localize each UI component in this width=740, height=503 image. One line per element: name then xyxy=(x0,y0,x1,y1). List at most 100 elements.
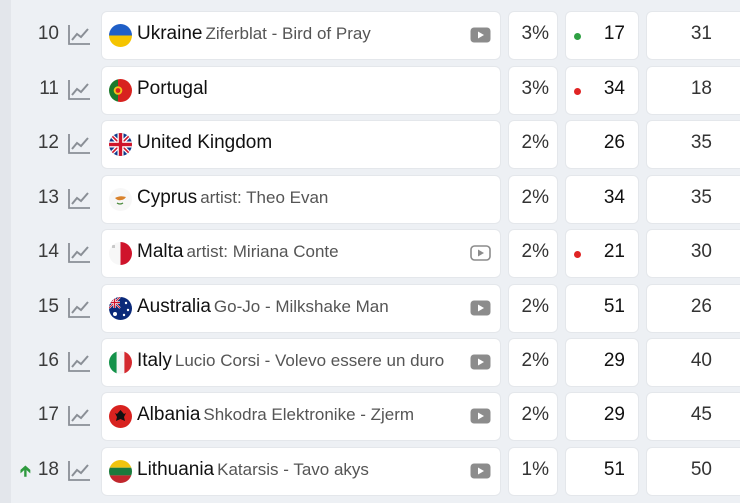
left-sidebar-edge xyxy=(0,0,11,503)
country-cell[interactable]: Australia Go-Jo - Milkshake Man xyxy=(102,285,500,332)
trend-line-icon[interactable] xyxy=(67,79,91,101)
flag-icon xyxy=(109,133,132,156)
rank-number: 13 xyxy=(37,187,59,208)
video-play-icon[interactable] xyxy=(470,300,491,316)
country-name: Australia xyxy=(137,296,211,317)
trend-line-icon[interactable] xyxy=(67,242,91,264)
country-name: Portugal xyxy=(137,78,208,99)
odds-value: 30 xyxy=(690,241,712,262)
country-cell[interactable]: Italy Lucio Corsi - Volevo essere un duro xyxy=(102,339,500,386)
odds-value: 40 xyxy=(690,350,712,371)
trend-line-icon[interactable] xyxy=(67,460,91,482)
flag-icon xyxy=(109,24,132,47)
trend-line-icon[interactable] xyxy=(67,133,91,155)
trend-line-icon[interactable] xyxy=(67,351,91,373)
percentage-value: 2% xyxy=(521,187,549,208)
points-cell: 34 xyxy=(566,176,638,223)
odds-cell: 45 xyxy=(647,393,740,440)
percentage-cell: 2% xyxy=(509,285,557,332)
flag-icon xyxy=(109,405,132,428)
country-name: Albania xyxy=(137,404,201,425)
ranking-row[interactable]: 12 United Kingdom 2% 26 35 xyxy=(0,121,740,168)
country-name: Malta xyxy=(137,241,184,262)
ranking-row[interactable]: 11 Portugal 3% 34 18 xyxy=(0,67,740,114)
points-cell: 17 xyxy=(566,12,638,59)
ranking-row[interactable]: 16 Italy Lucio Corsi - Volevo essere un du… xyxy=(0,339,740,386)
odds-value: 18 xyxy=(690,78,712,99)
odds-cell: 30 xyxy=(647,230,740,277)
percentage-value: 1% xyxy=(521,459,549,480)
video-play-icon[interactable] xyxy=(470,408,491,424)
points-value: 34 xyxy=(603,78,625,99)
ranking-row[interactable]: 13 Cyprus artist: Theo Evan 2% 34 35 xyxy=(0,176,740,223)
odds-value: 35 xyxy=(690,132,712,153)
flag-icon xyxy=(109,297,132,320)
artist-text: Katarsis - Tavo akys xyxy=(217,460,369,479)
odds-value: 35 xyxy=(690,187,712,208)
country-cell[interactable]: United Kingdom xyxy=(102,121,500,168)
ranking-row[interactable]: 10 Ukraine Ziferblat - Bird of Pray 3% 17 31 xyxy=(0,12,740,59)
country-cell[interactable]: Albania Shkodra Elektronike - Zjerm xyxy=(102,393,500,440)
points-cell: 26 xyxy=(566,121,638,168)
rank-number: 14 xyxy=(37,241,59,262)
percentage-cell: 3% xyxy=(509,67,557,114)
percentage-cell: 3% xyxy=(509,12,557,59)
flag-icon xyxy=(109,242,132,265)
video-play-icon[interactable] xyxy=(470,463,491,479)
video-play-icon[interactable] xyxy=(470,245,491,261)
percentage-cell: 2% xyxy=(509,393,557,440)
country-name: Italy xyxy=(137,350,172,371)
artist-text: artist: Miriana Conte xyxy=(186,242,339,261)
percentage-value: 2% xyxy=(521,296,549,317)
trend-line-icon[interactable] xyxy=(67,188,91,210)
percentage-value: 3% xyxy=(521,23,549,44)
percentage-cell: 2% xyxy=(509,176,557,223)
country-cell[interactable]: Portugal xyxy=(102,67,500,114)
status-dot xyxy=(574,33,581,40)
odds-cell: 40 xyxy=(647,339,740,386)
rank-number: 12 xyxy=(37,132,59,153)
ranking-row[interactable]: 17 Albania Shkodra Elektronike - Zjerm 2% 29… xyxy=(0,393,740,440)
rank-number: 15 xyxy=(37,296,59,317)
country-cell[interactable]: Lithuania Katarsis - Tavo akys xyxy=(102,448,500,495)
artist-text: Shkodra Elektronike - Zjerm xyxy=(203,405,415,424)
odds-cell: 50 xyxy=(647,448,740,495)
status-dot xyxy=(574,251,581,258)
points-cell: 29 xyxy=(566,393,638,440)
points-value: 34 xyxy=(603,187,625,208)
odds-value: 45 xyxy=(690,404,712,425)
percentage-value: 2% xyxy=(521,350,549,371)
odds-cell: 35 xyxy=(647,121,740,168)
percentage-cell: 2% xyxy=(509,230,557,277)
country-name: United Kingdom xyxy=(137,132,273,153)
video-play-icon[interactable] xyxy=(470,27,491,43)
points-cell: 34 xyxy=(566,67,638,114)
ranking-row[interactable]: 14 Malta artist: Miriana Conte 2% 21 30 xyxy=(0,230,740,277)
percentage-cell: 1% xyxy=(509,448,557,495)
flag-icon xyxy=(109,79,132,102)
trend-line-icon[interactable] xyxy=(67,24,91,46)
points-value: 29 xyxy=(603,350,625,371)
odds-value: 50 xyxy=(690,459,712,480)
points-value: 21 xyxy=(603,241,625,262)
rank-number: 16 xyxy=(37,350,59,371)
country-name: Cyprus xyxy=(137,187,198,208)
percentage-value: 2% xyxy=(521,132,549,153)
country-cell[interactable]: Ukraine Ziferblat - Bird of Pray xyxy=(102,12,500,59)
odds-cell: 26 xyxy=(647,285,740,332)
flag-icon xyxy=(109,460,132,483)
points-cell: 21 xyxy=(566,230,638,277)
video-play-icon[interactable] xyxy=(470,354,491,370)
ranking-row[interactable]: 15 Australia Go-Jo - Milkshake Man 2% 51 26 xyxy=(0,285,740,332)
rank-number: 11 xyxy=(39,78,59,99)
ranking-row[interactable]: 🡱 18 Lithuania Katarsis - Tavo akys 1% 51 50 xyxy=(0,448,740,495)
percentage-value: 2% xyxy=(521,404,549,425)
trend-line-icon[interactable] xyxy=(67,405,91,427)
trend-line-icon[interactable] xyxy=(67,297,91,319)
status-dot xyxy=(574,88,581,95)
points-value: 51 xyxy=(603,459,625,480)
rank-number: 18 xyxy=(37,459,59,480)
country-cell[interactable]: Cyprus artist: Theo Evan xyxy=(102,176,500,223)
country-name: Lithuania xyxy=(137,459,215,480)
country-cell[interactable]: Malta artist: Miriana Conte xyxy=(102,230,500,277)
